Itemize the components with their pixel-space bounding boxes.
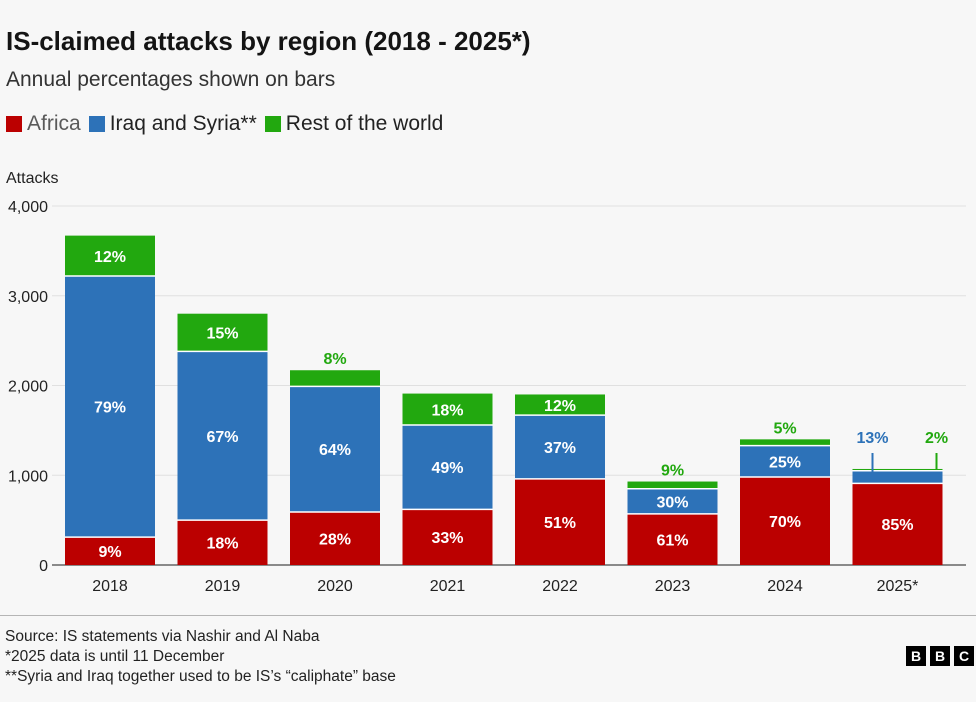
- data-label: 67%: [206, 429, 238, 446]
- footer-divider: [0, 615, 976, 616]
- y-tick-label: 2,000: [8, 379, 48, 396]
- bar-segment: [177, 351, 268, 521]
- y-tick-label: 0: [39, 558, 48, 575]
- chart-title: IS-claimed attacks by region (2018 - 202…: [6, 26, 531, 56]
- data-label: 25%: [769, 454, 801, 471]
- bar-segment: [740, 477, 830, 565]
- data-label: 30%: [656, 494, 688, 511]
- data-label: 9%: [98, 544, 121, 561]
- chart-subtitle: Annual percentages shown on bars: [6, 68, 336, 91]
- bbc-logo-block: C: [954, 646, 974, 666]
- bar-segment: [177, 313, 268, 352]
- bar-segment: [402, 424, 493, 510]
- x-tick-label: 2025*: [877, 578, 919, 595]
- bar-segment: [515, 478, 605, 565]
- data-label: 18%: [431, 402, 463, 419]
- stacked-bar-chart: 0 1,000 2,000 3,000 4,000 2018 9% 79% 12% 2019 18%…: [8, 199, 966, 595]
- bar-segment: [290, 370, 380, 387]
- bar-segment: [852, 470, 943, 484]
- date-note: *2025 data is until 11 December: [5, 648, 225, 665]
- data-label: 12%: [544, 398, 576, 415]
- data-label: 13%: [856, 430, 888, 447]
- bar-segment: [627, 481, 718, 489]
- data-label: 33%: [431, 530, 463, 547]
- legend-swatch-africa: [6, 116, 22, 132]
- data-label: 2%: [925, 430, 948, 447]
- caliphate-note: **Syria and Iraq together used to be IS’…: [5, 668, 396, 685]
- data-label: 15%: [206, 326, 238, 343]
- bar-segment: [627, 488, 718, 514]
- source-note: Source: IS statements via Nashir and Al …: [5, 628, 320, 645]
- x-tick-label: 2022: [542, 578, 578, 595]
- bar-segment: [290, 386, 380, 513]
- data-label: 70%: [769, 514, 801, 531]
- legend-item-iraq-syria: Iraq and Syria**: [88, 112, 257, 136]
- legend-swatch-rest-of-world: [264, 116, 281, 132]
- data-label: 79%: [94, 400, 126, 417]
- x-tick-label: 2024: [767, 578, 803, 595]
- data-label: 64%: [319, 442, 351, 459]
- data-label: 49%: [431, 460, 463, 477]
- data-label: 61%: [656, 532, 688, 549]
- data-label: 85%: [881, 517, 913, 534]
- bar-segment: [515, 394, 605, 416]
- data-label: 5%: [773, 420, 796, 437]
- legend-item-rest-of-world: Rest of the world: [264, 112, 444, 136]
- data-label: 12%: [94, 249, 126, 266]
- bar-segment: [740, 445, 830, 478]
- bar-segment: [290, 512, 380, 565]
- bar-segment: [65, 235, 155, 277]
- y-tick-label: 1,000: [8, 468, 48, 485]
- bar-segment: [402, 393, 493, 425]
- y-axis-title: Attacks: [6, 170, 59, 187]
- bar-segment: [65, 276, 155, 538]
- x-tick-label: 2020: [317, 578, 353, 595]
- legend-label-iraq-syria: Iraq and Syria**: [109, 112, 257, 135]
- data-label: 8%: [323, 351, 346, 368]
- data-label: 37%: [544, 440, 576, 457]
- legend-item-africa: Africa: [6, 112, 81, 136]
- bbc-logo-block: B: [930, 646, 950, 666]
- x-tick-label: 2018: [92, 578, 128, 595]
- data-label: 9%: [661, 463, 684, 480]
- bbc-logo: B B C: [902, 646, 974, 666]
- bar-segment: [402, 509, 493, 565]
- bar-segment: [177, 520, 268, 565]
- bar-segment: [852, 483, 943, 565]
- footer-notes: Source: IS statements via Nashir and Al …: [5, 627, 396, 687]
- legend: Africa Iraq and Syria** Rest of the worl…: [6, 112, 451, 136]
- bar-segment: [515, 415, 605, 479]
- x-tick-label: 2023: [655, 578, 691, 595]
- legend-label-africa: Africa: [27, 112, 81, 135]
- legend-swatch-iraq-syria: [88, 116, 105, 132]
- bar-segment: [65, 537, 155, 565]
- data-label: 18%: [206, 536, 238, 553]
- x-tick-label: 2019: [205, 578, 241, 595]
- bar-segment: [740, 439, 830, 446]
- x-tick-label: 2021: [430, 578, 466, 595]
- bbc-logo-block: B: [906, 646, 926, 666]
- bar-segment: [627, 513, 718, 565]
- y-tick-label: 4,000: [8, 199, 48, 216]
- data-label: 51%: [544, 515, 576, 532]
- data-label: 28%: [319, 532, 351, 549]
- legend-label-rest-of-world: Rest of the world: [285, 112, 444, 135]
- bar-segment: [852, 468, 943, 471]
- y-tick-label: 3,000: [8, 289, 48, 306]
